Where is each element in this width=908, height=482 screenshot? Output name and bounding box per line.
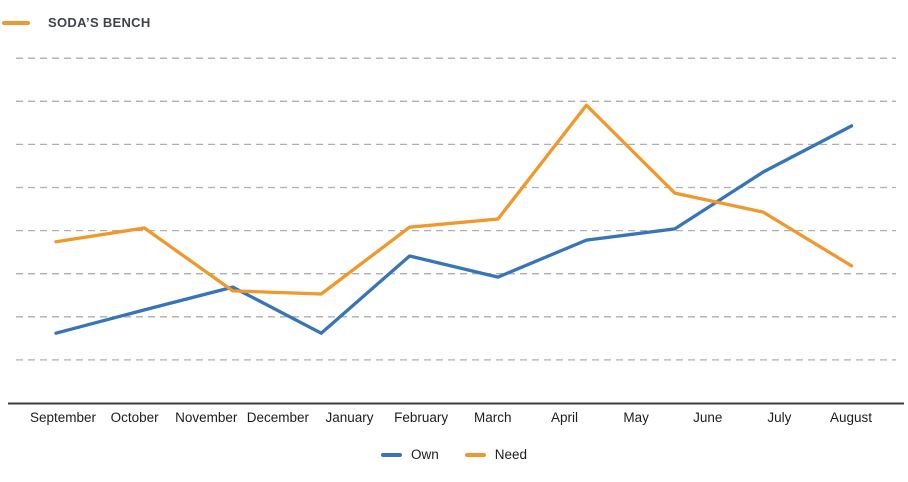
chart-title: SODA’S BENCH <box>48 15 151 30</box>
x-label-april: April <box>550 410 578 425</box>
legend-item-own[interactable]: Own <box>380 446 439 464</box>
x-label-august: August <box>829 410 873 425</box>
legend-swatch-need <box>464 453 486 457</box>
x-axis: September October November December January F… <box>0 410 908 428</box>
x-label-october: October <box>110 410 159 425</box>
x-label-november: November <box>175 410 238 425</box>
x-label-december: December <box>246 410 310 425</box>
legend-label: Need <box>494 447 528 462</box>
x-label-september: September <box>29 410 97 425</box>
legend: Own Need <box>380 446 528 464</box>
x-label-january: January <box>325 410 374 425</box>
series-line-need <box>54 103 854 296</box>
x-label-february: February <box>394 410 449 425</box>
legend-item-need[interactable]: Need <box>464 446 528 464</box>
series-line-own <box>54 124 854 335</box>
legend-swatch-own <box>380 453 402 457</box>
x-label-june: June <box>693 410 723 425</box>
legend-label: Own <box>410 447 439 462</box>
title-legend-swatch <box>2 21 30 25</box>
x-label-march: March <box>474 410 512 425</box>
chart-header: SODA’S BENCH <box>0 0 908 40</box>
x-label-may: May <box>623 410 649 425</box>
x-label-july: July <box>767 410 792 425</box>
